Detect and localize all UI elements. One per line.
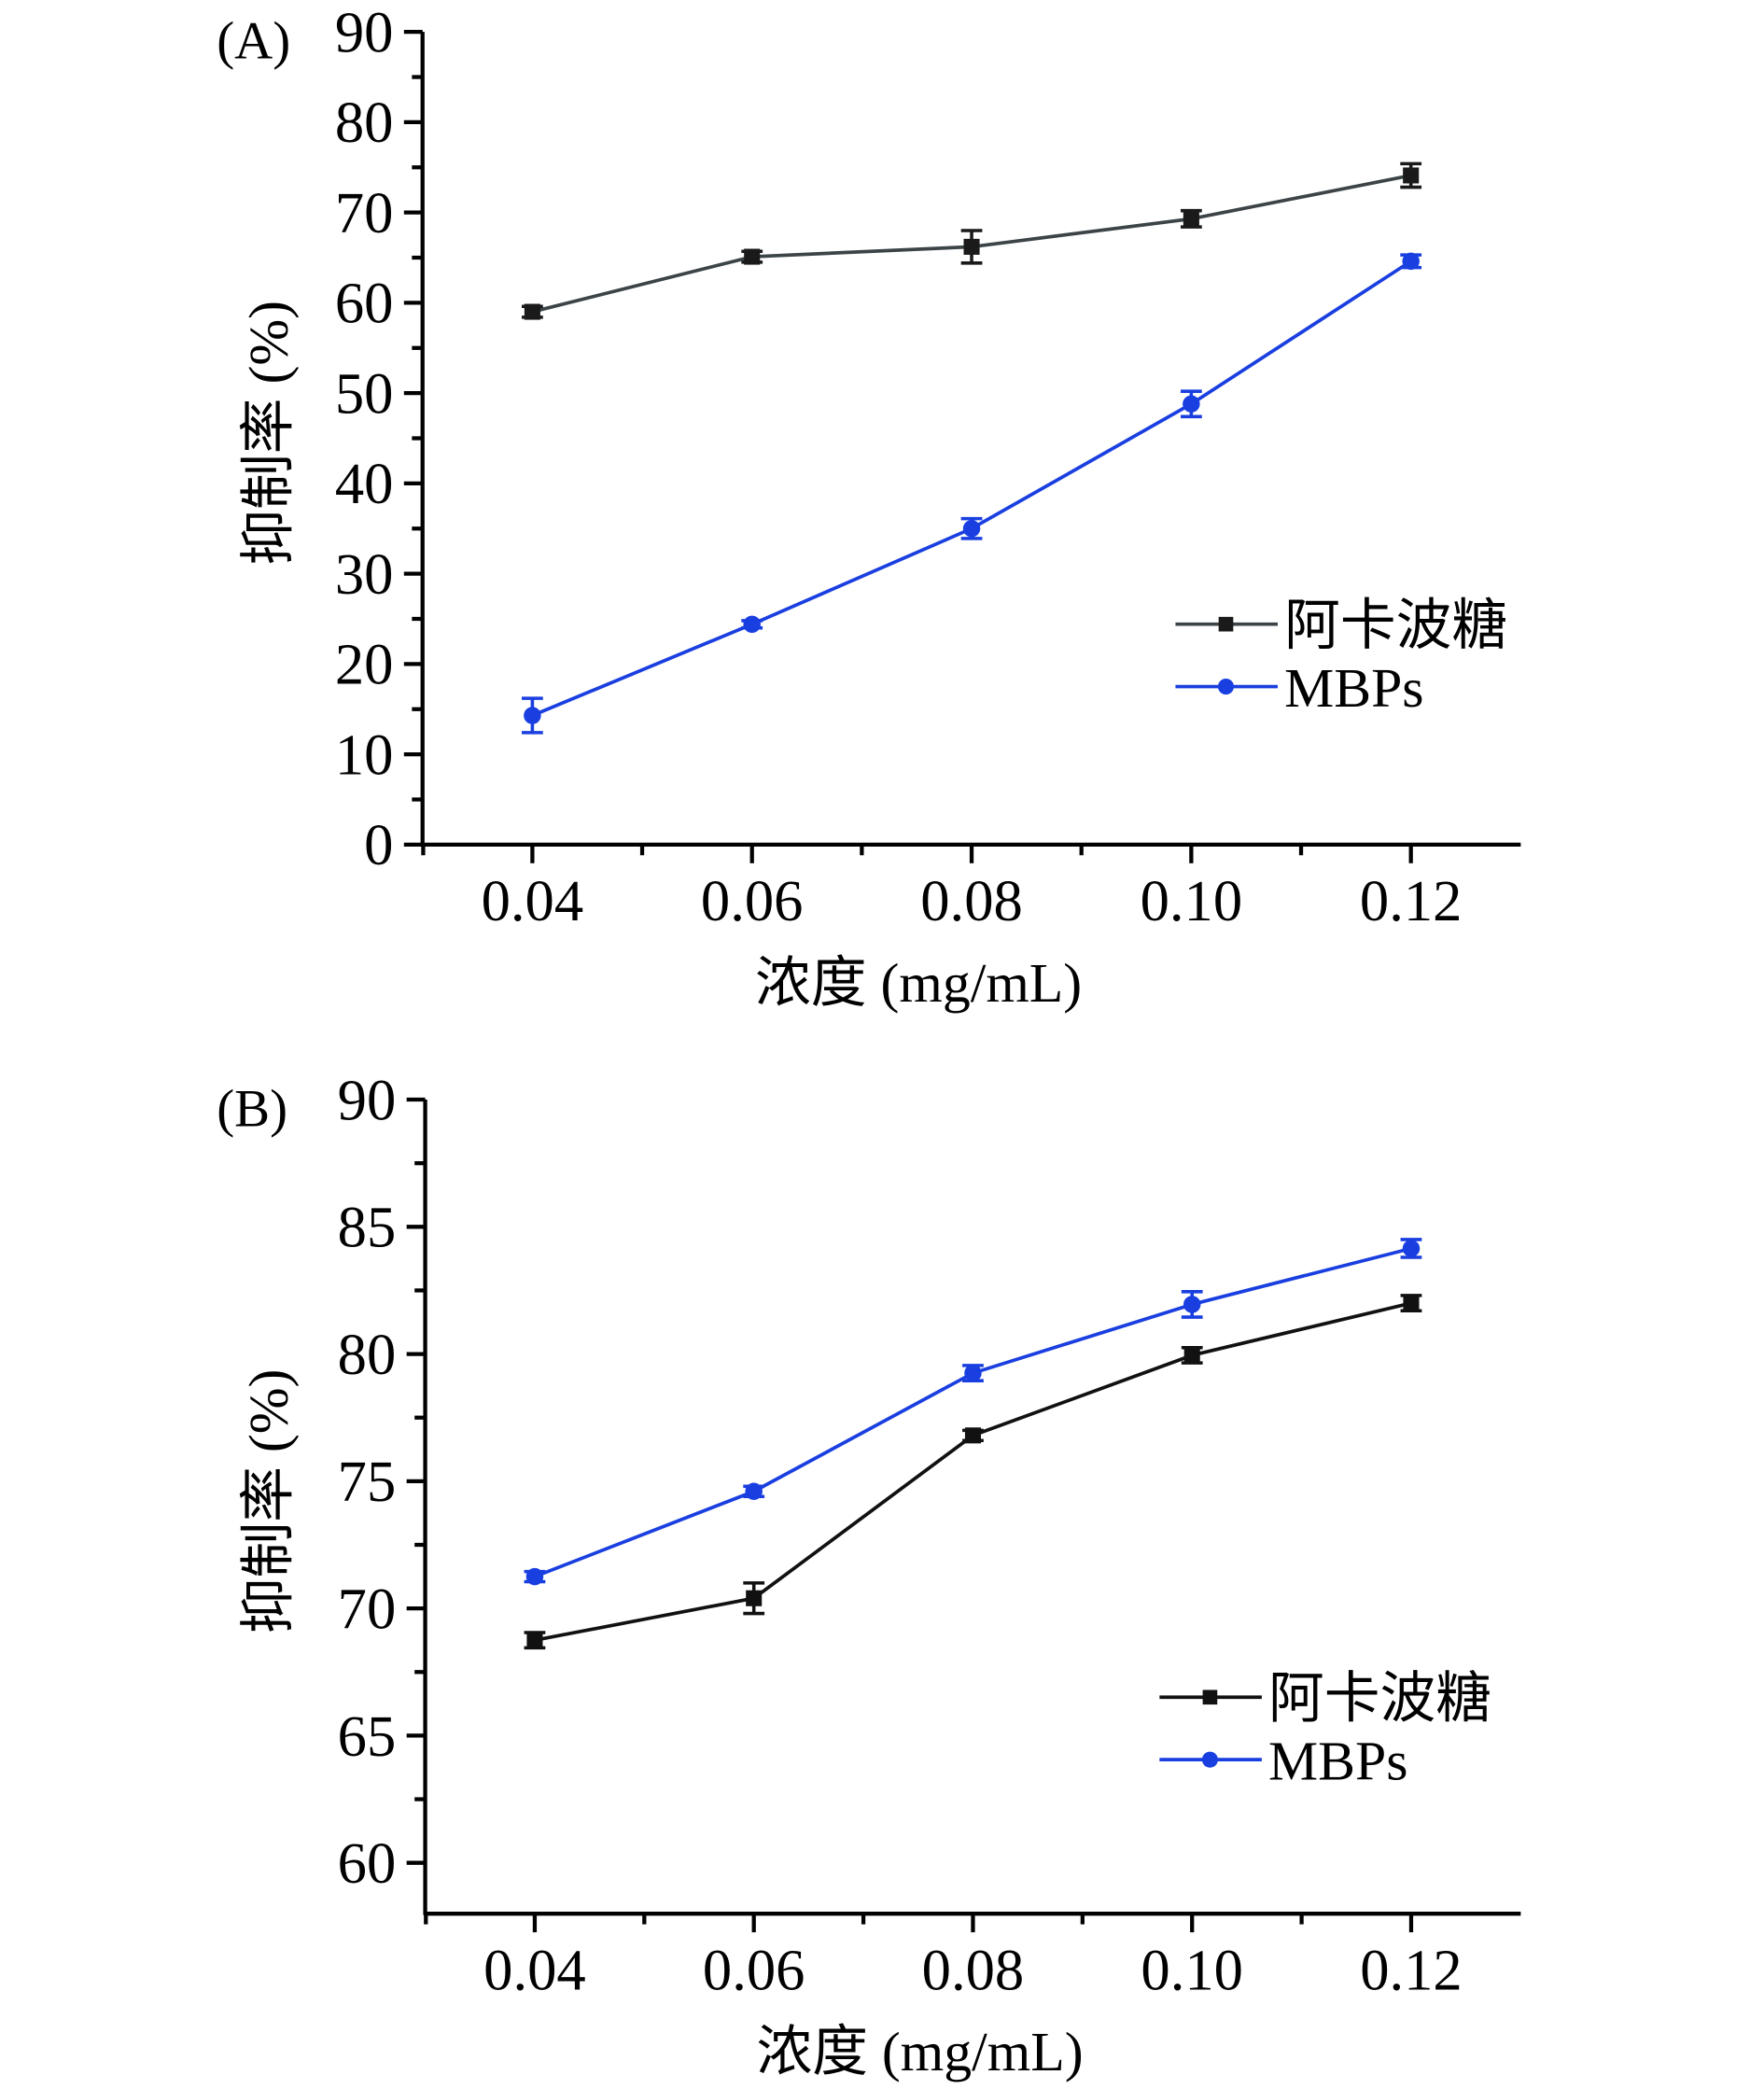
- data-point: [745, 1482, 763, 1501]
- x-tick-label: 0.08: [920, 868, 1023, 933]
- x-tick-label: 0.10: [1141, 868, 1243, 933]
- y-tick-label: 30: [335, 541, 394, 607]
- y-tick-label: 90: [335, 0, 394, 64]
- y-tick-label: 70: [335, 180, 394, 245]
- data-point: [1402, 252, 1420, 271]
- x-tick-label: 0.04: [482, 868, 584, 933]
- panel-b: 60 65 70 75 80 85 90 0.04 0.06 0.08 0.10 0.12 浓度 (mg…: [217, 1067, 1521, 2082]
- y-tick-label: 85: [338, 1195, 397, 1260]
- data-point: [1403, 1295, 1420, 1311]
- y-tick-label: 65: [338, 1703, 397, 1769]
- data-point: [1183, 1347, 1200, 1364]
- y-axis-title: 抑制率 (%): [238, 1369, 300, 1634]
- panel-label: (B): [217, 1079, 287, 1138]
- series-acarbose: [524, 1294, 1422, 1650]
- data-point: [524, 303, 540, 320]
- data-point: [525, 1567, 544, 1586]
- y-tick-label: 75: [338, 1449, 397, 1514]
- series-line: [531, 259, 1412, 718]
- x-tick-label: 0.04: [483, 1937, 586, 2002]
- data-point: [1183, 210, 1199, 227]
- legend-label: 阿卡波糖: [1284, 595, 1507, 656]
- series-mbps: [524, 1238, 1422, 1586]
- y-tick-label: 20: [335, 632, 394, 697]
- x-tick-label: 0.06: [703, 1937, 805, 2002]
- x-tick-label: 0.10: [1141, 1937, 1243, 2002]
- series-line: [534, 1301, 1412, 1643]
- data-point: [1403, 167, 1420, 184]
- y-tick-label: 0: [364, 812, 393, 877]
- y-tick-label: 60: [338, 1830, 397, 1896]
- x-axis-title: 浓度 (mg/mL): [756, 2021, 1083, 2082]
- series-line: [534, 1246, 1412, 1578]
- data-point: [964, 1427, 981, 1444]
- x-tick-label: 0.12: [1360, 1937, 1463, 2002]
- y-tick-label: 50: [335, 360, 394, 426]
- data-point: [743, 615, 761, 634]
- y-tick-label: 60: [335, 271, 394, 336]
- legend-marker: [1218, 616, 1234, 632]
- legend-label: MBPs: [1268, 1730, 1407, 1791]
- series-mbps: [522, 252, 1422, 735]
- x-tick-label: 0.08: [922, 1937, 1025, 2002]
- x-tick-label: 0.12: [1360, 868, 1463, 933]
- series-acarbose: [522, 161, 1422, 320]
- x-axis-title: 浓度 (mg/mL): [755, 952, 1082, 1014]
- y-tick-label: 40: [335, 451, 394, 516]
- legend-label: 阿卡波糖: [1268, 1668, 1491, 1730]
- data-point: [963, 238, 980, 255]
- legend-marker: [1217, 679, 1235, 695]
- y-tick-label: 10: [335, 722, 394, 787]
- legend-marker: [1202, 1689, 1218, 1705]
- data-point: [1183, 395, 1200, 413]
- y-tick-label: 70: [338, 1576, 397, 1641]
- y-tick-label: 90: [338, 1067, 397, 1132]
- data-point: [1402, 1240, 1421, 1257]
- data-point: [1183, 1296, 1201, 1313]
- x-tick-label: 0.06: [701, 868, 804, 933]
- data-point: [744, 248, 761, 265]
- data-point: [524, 707, 541, 724]
- y-tick-label: 80: [335, 90, 394, 155]
- legend-label: MBPs: [1284, 657, 1423, 719]
- data-point: [962, 520, 981, 538]
- y-axis-title: 抑制率 (%): [238, 301, 300, 566]
- data-point: [526, 1632, 543, 1648]
- data-point: [746, 1590, 763, 1606]
- panel-a: 0 10 20 30 40 50 60 70 80 90 0.04 0.06 0.08 0.10 0.12 浓…: [217, 0, 1521, 1014]
- y-tick-label: 80: [338, 1322, 397, 1387]
- panel-label: (A): [217, 12, 290, 71]
- data-point: [964, 1364, 982, 1382]
- legend-marker: [1201, 1751, 1218, 1768]
